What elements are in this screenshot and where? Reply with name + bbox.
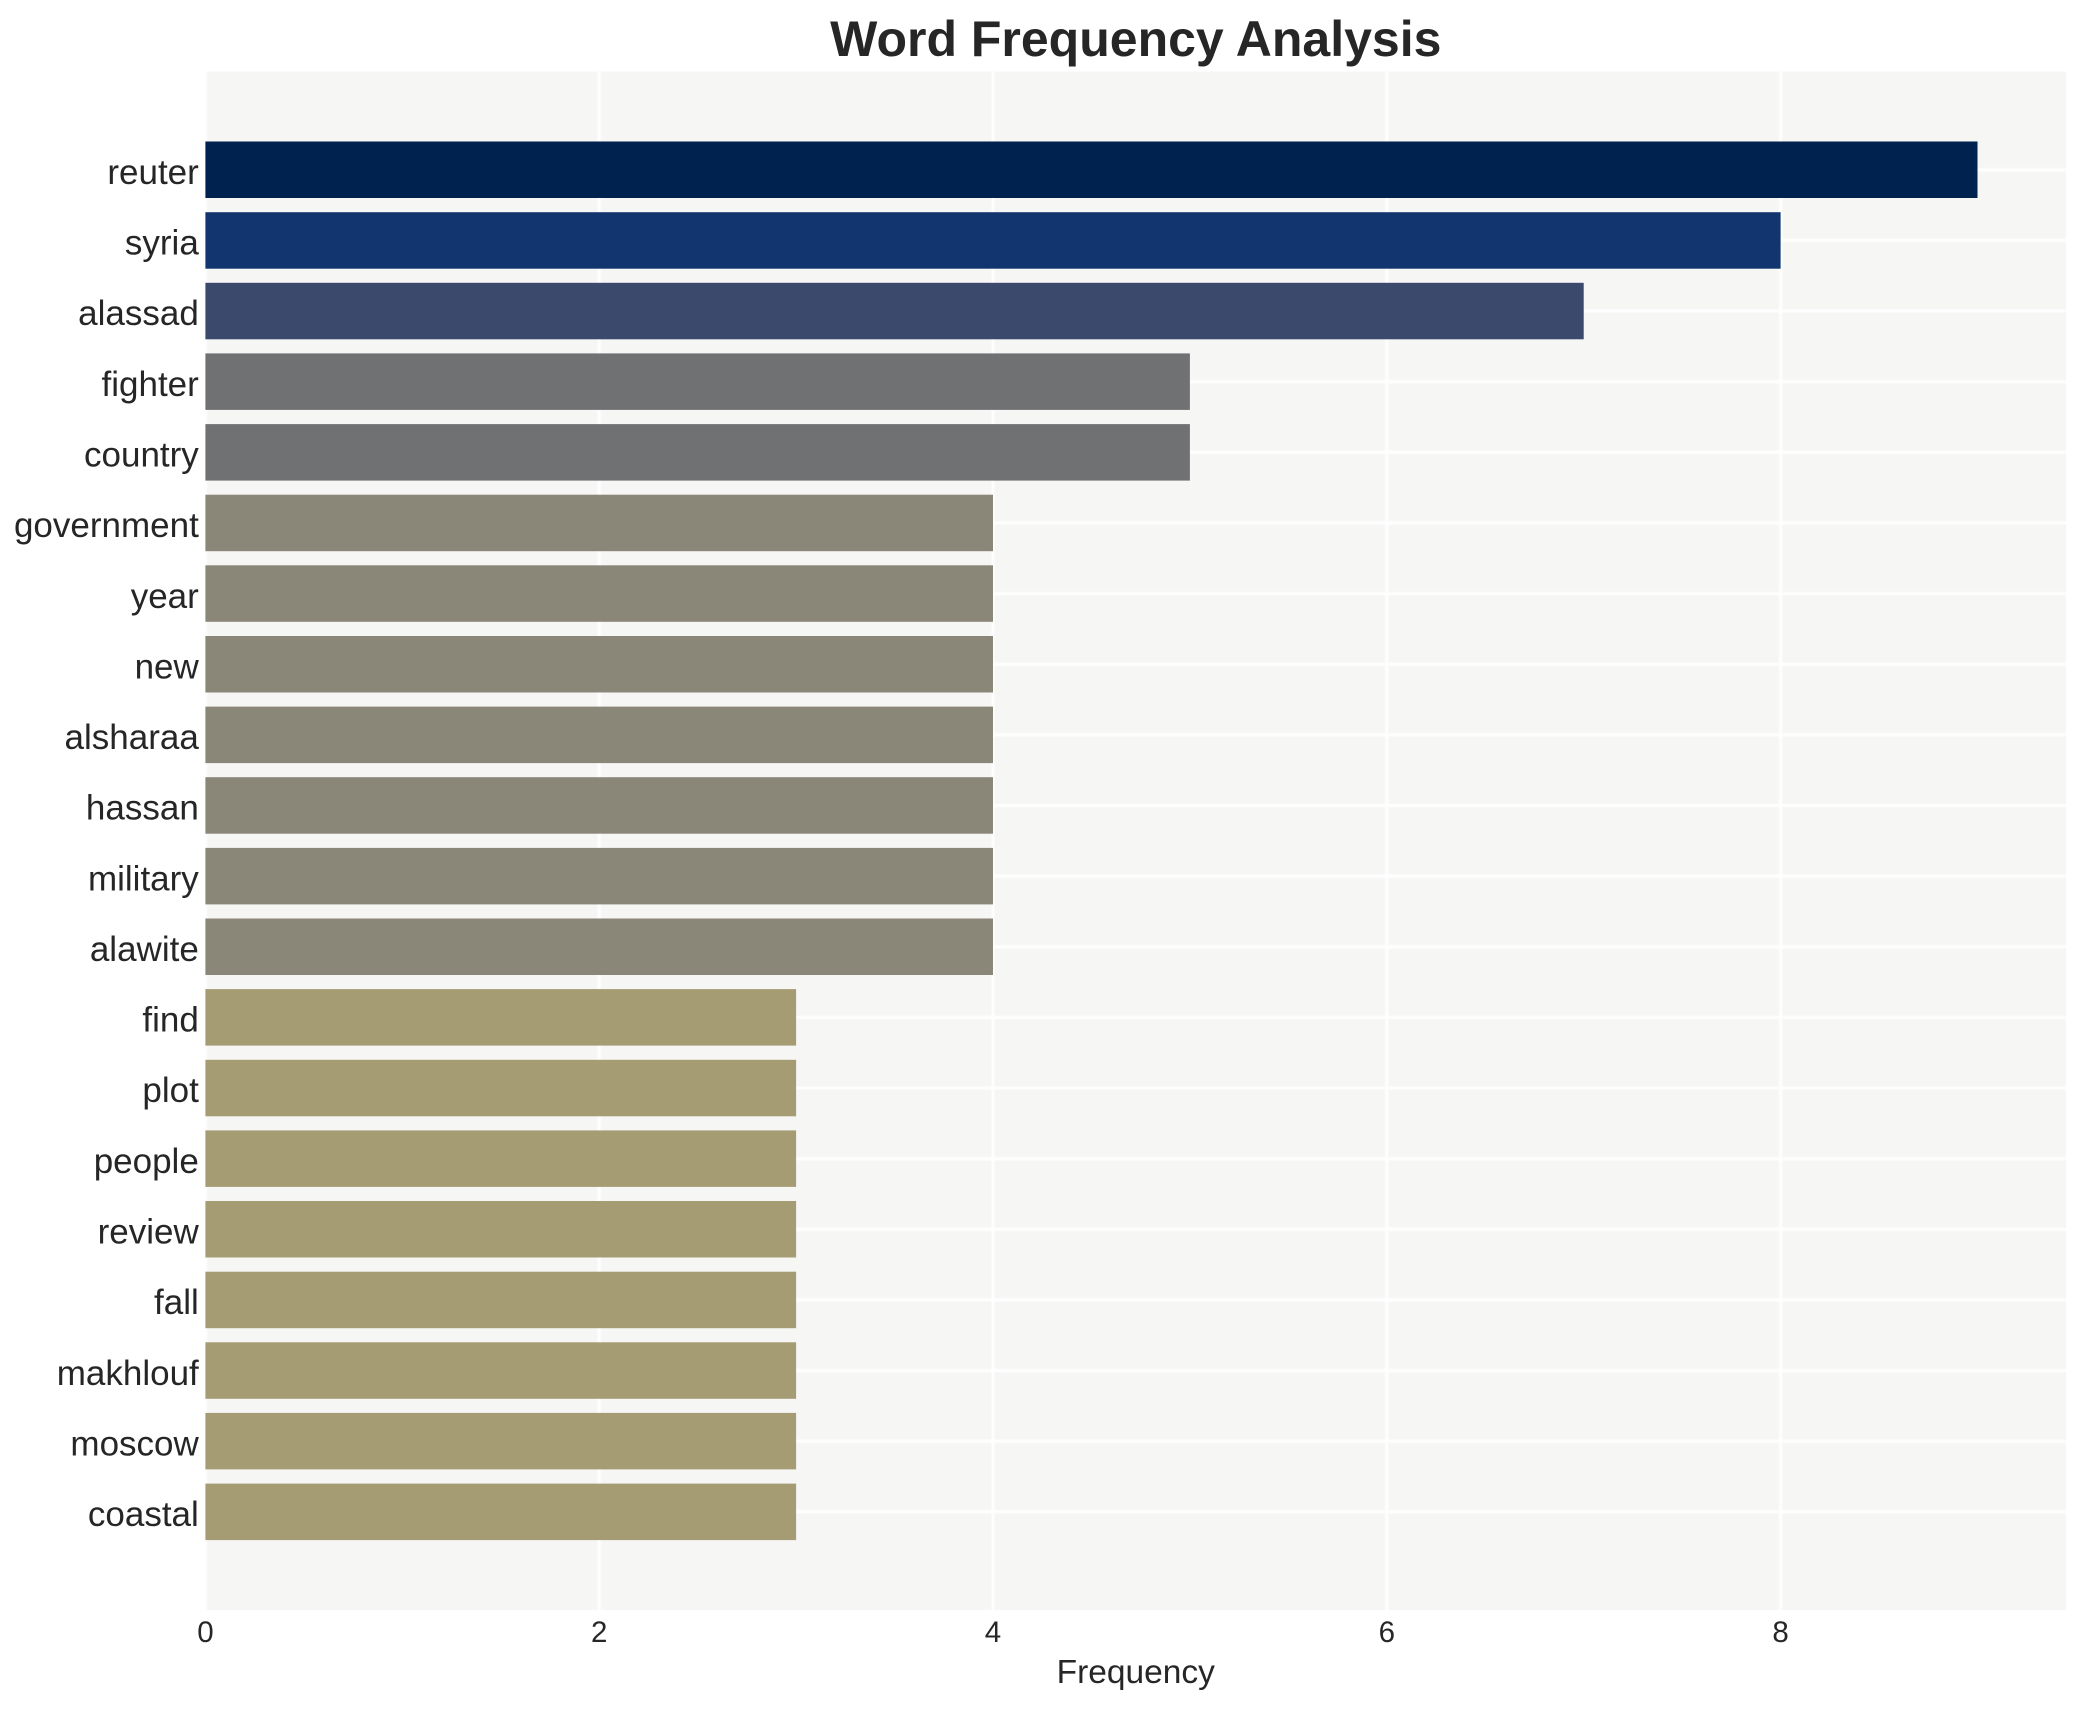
svg-text:review: review [98,1213,200,1252]
svg-text:alsharaa: alsharaa [65,718,200,757]
svg-text:plot: plot [142,1071,199,1110]
svg-text:makhlouf: makhlouf [57,1354,199,1393]
svg-text:moscow: moscow [70,1424,199,1463]
svg-text:Word Frequency Analysis: Word Frequency Analysis [830,11,1441,67]
svg-text:country: country [84,436,199,475]
svg-text:reuter: reuter [107,153,199,192]
svg-text:hassan: hassan [86,789,199,828]
svg-text:8: 8 [1772,1616,1788,1649]
svg-text:alawite: alawite [90,930,199,969]
svg-text:coastal: coastal [88,1495,199,1534]
svg-text:syria: syria [125,224,199,263]
svg-text:fighter: fighter [102,365,200,404]
svg-text:people: people [94,1142,199,1181]
svg-text:new: new [135,647,200,686]
svg-text:government: government [14,506,199,545]
svg-text:find: find [142,1001,198,1040]
svg-text:year: year [131,577,199,616]
svg-text:military: military [88,859,199,898]
svg-text:0: 0 [197,1616,213,1649]
svg-text:2: 2 [591,1616,607,1649]
svg-text:Frequency: Frequency [1057,1654,1216,1691]
svg-text:alassad: alassad [78,294,199,333]
svg-text:6: 6 [1379,1616,1395,1649]
svg-text:4: 4 [985,1616,1001,1649]
svg-text:fall: fall [154,1283,199,1322]
